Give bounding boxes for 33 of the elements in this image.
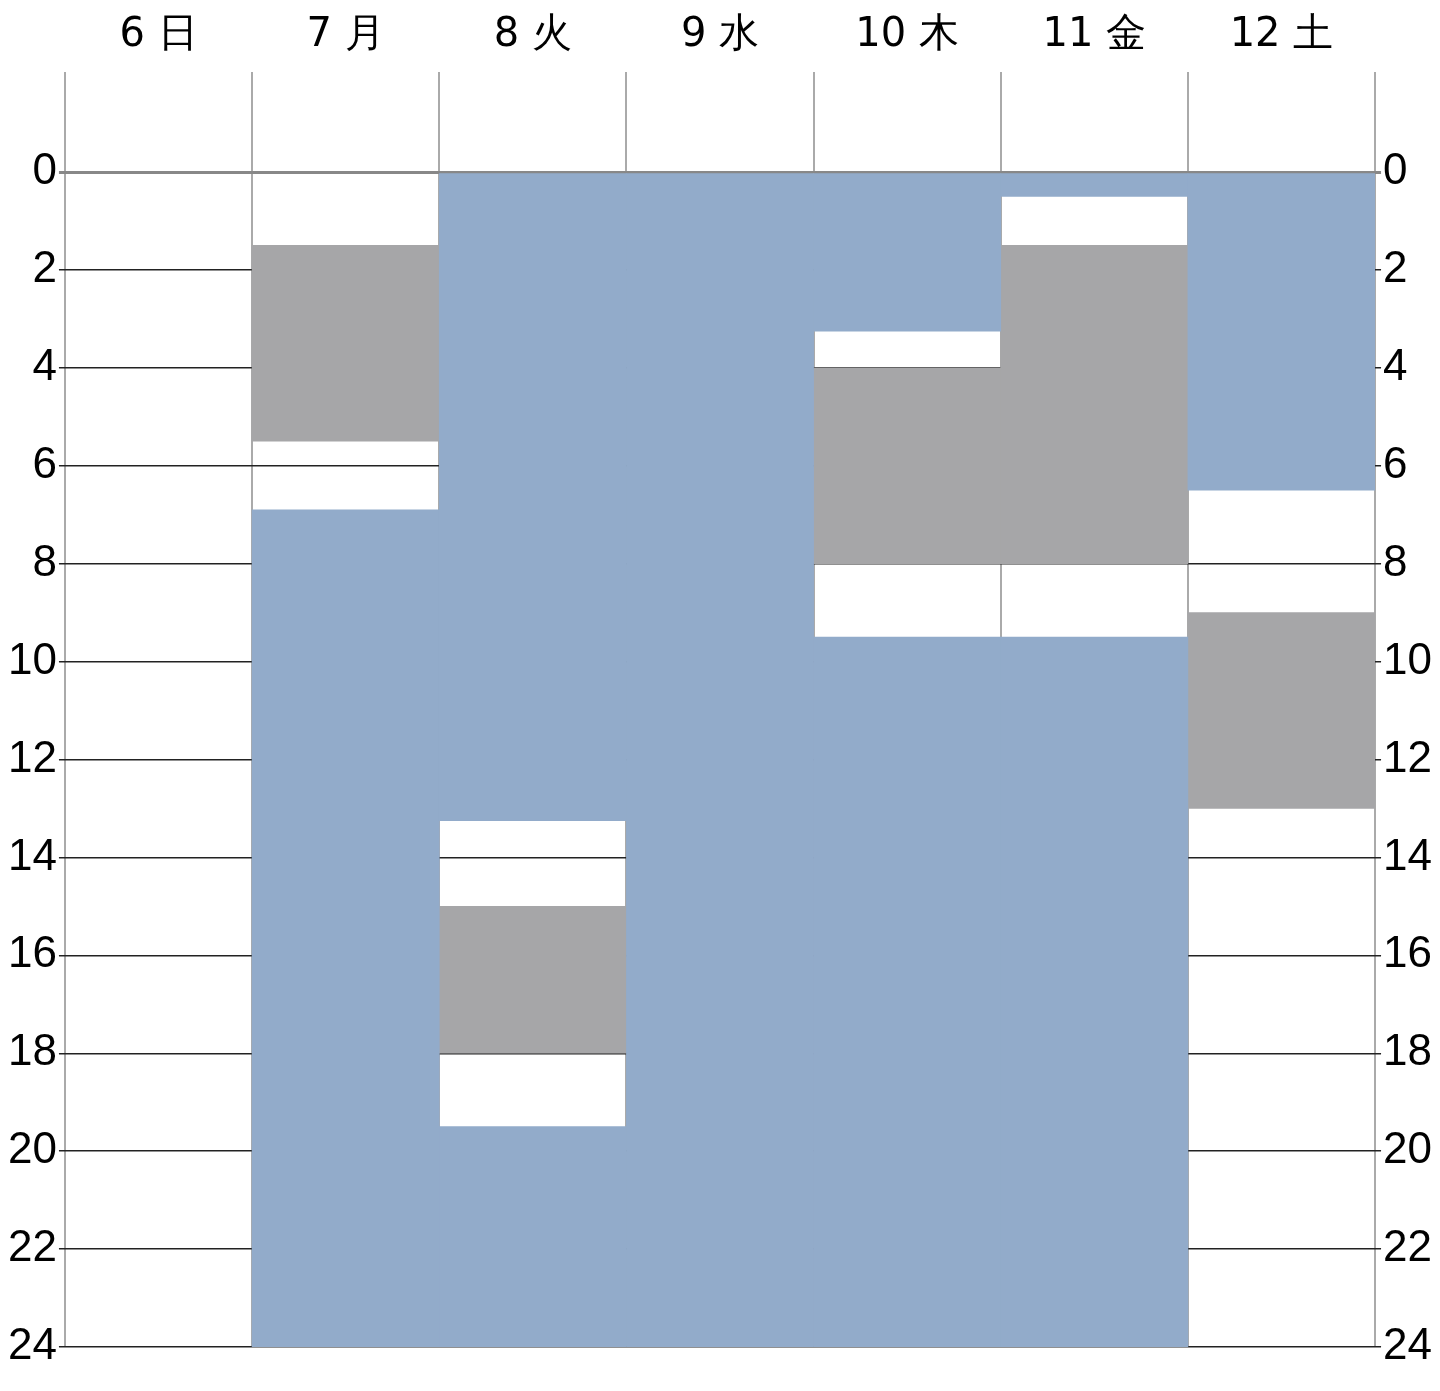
y-tick-label: 0 (32, 144, 57, 194)
x-tick-label: 9 水 (680, 9, 760, 56)
x-tick-label: 7 月 (306, 9, 385, 56)
y-tick-label: 6 (32, 437, 57, 487)
y2-tick-label: 16 (1383, 927, 1433, 977)
y2-tick-label: 12 (1383, 731, 1433, 781)
y2-tick-label: 14 (1383, 829, 1433, 879)
y-tick-label: 10 (7, 633, 57, 683)
x-tick-label: 10 木 (855, 9, 959, 56)
y-tick-label: 2 (32, 242, 57, 292)
x-tick-label: 8 火 (493, 9, 572, 56)
y2-tick-label: 8 (1383, 535, 1408, 585)
y2-tick-label: 6 (1383, 437, 1408, 487)
x-tick-label: 12 土 (1229, 9, 1334, 56)
y2-tick-label: 24 (1383, 1319, 1433, 1369)
y-tick-label: 20 (7, 1123, 57, 1173)
y-tick-label: 22 (7, 1221, 57, 1271)
y-tick-label: 14 (7, 829, 57, 879)
x-tick-label: 11 金 (1042, 9, 1147, 56)
y2-tick-label: 4 (1383, 339, 1408, 389)
y2-tick-label: 2 (1383, 242, 1408, 292)
y-tick-label: 24 (7, 1319, 57, 1369)
y2-tick-label: 18 (1383, 1025, 1433, 1075)
y-tick-label: 4 (32, 339, 57, 389)
y2-tick-label: 22 (1383, 1221, 1433, 1271)
y2-tick-label: 0 (1383, 144, 1408, 194)
y2-tick-label: 10 (1383, 633, 1433, 683)
y-tick-label: 18 (7, 1025, 57, 1075)
y-tick-label: 8 (32, 535, 57, 585)
x-tick-label: 6 日 (119, 9, 198, 56)
y2-tick-label: 20 (1383, 1123, 1433, 1173)
y-tick-label: 16 (7, 927, 57, 977)
y-tick-label: 12 (7, 731, 57, 781)
